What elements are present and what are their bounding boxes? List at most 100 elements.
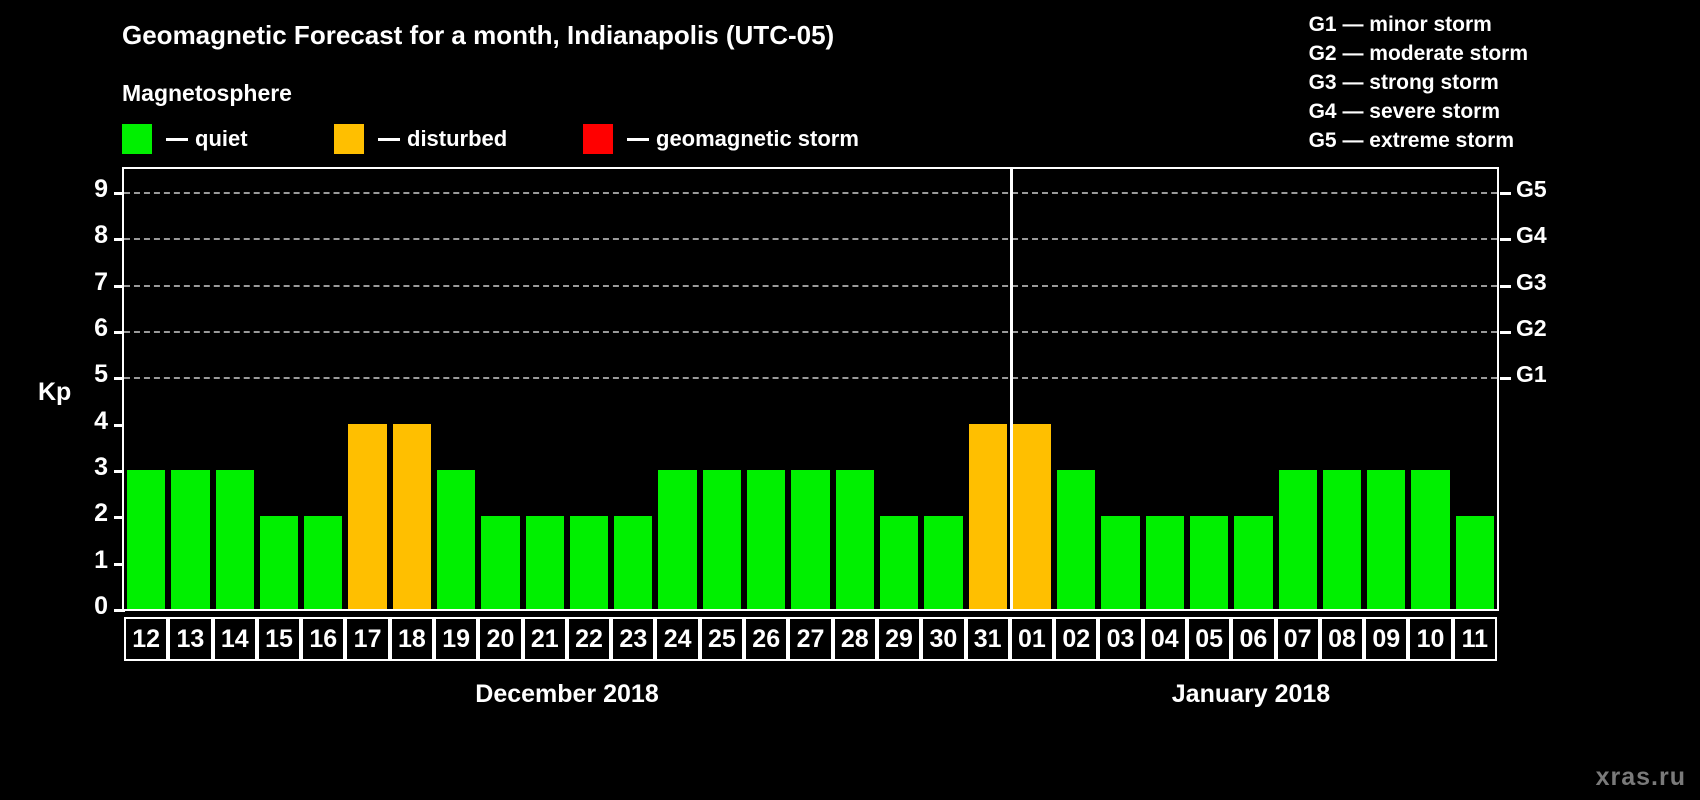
bar-day-28: [835, 470, 874, 609]
gridline-kp-6: [124, 331, 1497, 334]
day-label-02: 02: [1054, 617, 1099, 661]
gridline-kp-7: [124, 284, 1497, 287]
page-title: Geomagnetic Forecast for a month, Indian…: [122, 20, 835, 50]
day-label-15: 15: [256, 617, 302, 661]
gridline-kp-9: [124, 192, 1497, 195]
legend-swatch-quiet: [122, 124, 152, 154]
legend-label: disturbed: [407, 126, 508, 151]
day-label-13: 13: [168, 617, 213, 661]
y-tick-label-9: 9: [94, 175, 108, 204]
bar-day-13: [171, 470, 210, 609]
bar-day-31: [968, 423, 1007, 609]
bar-day-21: [525, 516, 564, 609]
y-tick-mark-5: [114, 377, 125, 381]
y-tick-mark-6: [114, 331, 125, 335]
day-label-23: 23: [611, 617, 656, 661]
gridline-kp-5: [124, 377, 1497, 380]
bar-day-01: [1012, 423, 1052, 609]
g-tick-label-G1: G1: [1516, 361, 1547, 388]
g-tick-label-G3: G3: [1516, 268, 1547, 295]
legend-entry-quiet: quiet: [122, 123, 248, 155]
y-tick-label-8: 8: [94, 221, 108, 250]
day-label-11: 11: [1452, 617, 1497, 661]
day-label-10: 10: [1408, 617, 1453, 661]
bar-day-27: [791, 470, 830, 609]
g-legend-row-1: G1 — minor storm: [1308, 13, 1492, 36]
day-label-09: 09: [1364, 617, 1409, 661]
y-tick-label-7: 7: [94, 267, 108, 296]
legend-dash-icon: [166, 137, 188, 141]
day-label-16: 16: [301, 617, 346, 661]
g-scale-legend: G1 — minor storm G2 — moderate storm G3 — …: [1309, 10, 1528, 155]
y-tick-mark-9: [114, 192, 125, 196]
legend-dash-icon: [627, 137, 649, 141]
day-label-25: 25: [699, 617, 745, 661]
day-label-27: 27: [788, 617, 833, 661]
bar-day-17: [348, 423, 387, 609]
bar-day-02: [1057, 470, 1096, 609]
y-axis-title: Kp: [38, 378, 72, 406]
bar-day-16: [304, 516, 343, 609]
bar-day-08: [1322, 470, 1362, 609]
plot-area: [122, 167, 1499, 611]
day-label-18: 18: [389, 617, 435, 661]
legend-swatch-disturbed: [334, 124, 364, 154]
y-tick-label-4: 4: [94, 406, 108, 435]
y-tick-mark-2: [114, 516, 125, 520]
y-tick-mark-8: [114, 238, 125, 242]
day-label-14: 14: [212, 617, 257, 661]
bar-day-18: [392, 423, 432, 609]
y-tick-mark-3: [114, 470, 125, 474]
day-label-17: 17: [345, 617, 390, 661]
day-label-29: 29: [876, 617, 922, 661]
day-label-03: 03: [1098, 617, 1143, 661]
legend-entry-geomagnetic-storm: geomagnetic storm: [583, 123, 859, 155]
bar-day-06: [1234, 516, 1273, 609]
today-divider: [1009, 169, 1013, 609]
day-label-05: 05: [1186, 617, 1232, 661]
day-label-20: 20: [478, 617, 523, 661]
bar-day-30: [924, 516, 963, 609]
bar-day-12: [127, 470, 166, 609]
bars-layer: [124, 169, 1497, 609]
day-label-30: 30: [921, 617, 966, 661]
bar-day-23: [614, 516, 653, 609]
legend-label: geomagnetic storm: [656, 126, 859, 151]
month-label-2: January 2018: [1171, 680, 1331, 708]
y-tick-label-0: 0: [94, 592, 108, 620]
day-label-12: 12: [124, 617, 169, 661]
y-tick-label-6: 6: [94, 314, 108, 343]
bar-day-04: [1145, 516, 1184, 609]
day-label-06: 06: [1231, 617, 1276, 661]
g-legend-row-4: G4 — severe storm: [1308, 100, 1501, 123]
day-label-28: 28: [832, 617, 877, 661]
g-legend-row-3: G3 — strong storm: [1308, 71, 1499, 94]
g-legend-row-2: G2 — moderate storm: [1308, 42, 1528, 65]
bar-day-24: [658, 470, 697, 609]
bar-day-09: [1367, 470, 1406, 609]
bar-day-03: [1101, 516, 1140, 609]
bar-day-07: [1278, 470, 1317, 609]
y-tick-mark-4: [114, 423, 125, 427]
day-label-19: 19: [434, 617, 479, 661]
g-tick-mark-G1: [1500, 377, 1511, 381]
day-label-21: 21: [522, 617, 567, 661]
bar-day-29: [879, 516, 919, 609]
day-label-04: 04: [1142, 617, 1187, 661]
y-tick-mark-0: [114, 609, 125, 612]
bar-day-26: [747, 470, 786, 609]
g-tick-mark-G5: [1500, 192, 1511, 196]
bar-day-05: [1189, 516, 1229, 609]
g-tick-label-G2: G2: [1516, 315, 1547, 342]
bar-day-25: [702, 470, 742, 609]
g-legend-row-5: G5 — extreme storm: [1308, 129, 1515, 152]
y-tick-mark-1: [114, 562, 125, 566]
legend-entry-disturbed: disturbed: [334, 123, 507, 155]
legend-label: quiet: [195, 126, 248, 151]
g-tick-mark-G2: [1500, 331, 1511, 335]
g-tick-label-G5: G5: [1516, 176, 1547, 203]
day-label-08: 08: [1319, 617, 1365, 661]
bar-day-22: [569, 516, 609, 609]
gridline-kp-8: [124, 238, 1497, 241]
day-label-24: 24: [655, 617, 700, 661]
